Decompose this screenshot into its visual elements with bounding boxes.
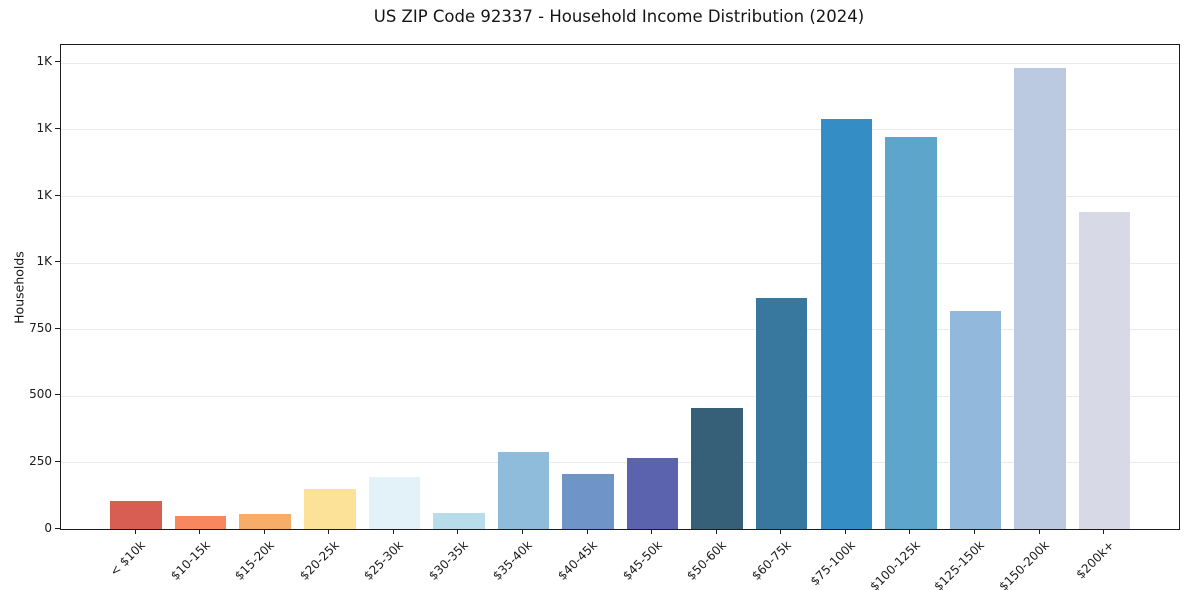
chart-title: US ZIP Code 92337 - Household Income Dis… xyxy=(373,7,865,26)
y-tick-label: 500 xyxy=(29,387,52,402)
x-tick-mark xyxy=(844,529,846,534)
y-tick-label: 0 xyxy=(44,520,52,535)
gridline xyxy=(61,196,1179,197)
y-tick-mark xyxy=(55,261,60,263)
x-tick-mark xyxy=(715,529,717,534)
y-tick-mark xyxy=(55,394,60,396)
x-tick-mark xyxy=(199,529,201,534)
x-tick-label: $60-75k xyxy=(748,538,794,583)
gridline xyxy=(61,329,1179,331)
bar-100-125k xyxy=(885,137,937,529)
gridline xyxy=(61,129,1179,131)
x-tick-label: $15-20k xyxy=(232,538,277,583)
y-tick-mark xyxy=(55,527,60,529)
x-tick-mark xyxy=(586,529,588,534)
x-tick-mark xyxy=(134,529,136,534)
x-tick-mark xyxy=(909,529,911,534)
y-tick-mark xyxy=(55,194,60,196)
bar-35-40k xyxy=(497,452,550,529)
gridline xyxy=(61,62,1179,64)
x-tick-label: $50-60k xyxy=(684,538,729,583)
x-tick-mark xyxy=(973,529,976,534)
x-tick-label: < $10k xyxy=(107,538,148,579)
y-tick-mark xyxy=(55,327,60,329)
bar-50-60k xyxy=(691,407,743,529)
x-tick-label: $200k+ xyxy=(1072,538,1117,582)
x-tick-mark xyxy=(328,529,330,534)
bar-10k xyxy=(110,501,162,529)
x-tick-mark xyxy=(457,529,459,534)
x-tick-label: $25-30k xyxy=(361,538,407,583)
y-tick-label: 1K xyxy=(36,187,52,202)
y-tick-mark xyxy=(55,127,60,130)
gridline xyxy=(61,395,1179,397)
y-tick-label: 1K xyxy=(36,254,52,269)
x-tick-label: $100-125k xyxy=(867,538,923,590)
bar-10-15k xyxy=(174,515,227,529)
x-tick-mark xyxy=(651,529,653,534)
bar-20-25k xyxy=(304,489,356,529)
bar-25-30k xyxy=(368,476,420,529)
x-tick-mark xyxy=(392,529,394,534)
gridline xyxy=(61,462,1179,464)
y-tick-mark xyxy=(55,61,60,63)
y-tick-label: 1K xyxy=(36,120,52,135)
x-tick-mark xyxy=(1103,529,1105,534)
y-tick-label: 1K xyxy=(36,54,52,69)
x-tick-mark xyxy=(1038,529,1040,534)
x-tick-label: $125-150k xyxy=(931,538,988,590)
x-tick-label: $40-45k xyxy=(555,538,600,583)
bar-60-75k xyxy=(755,298,808,529)
x-tick-label: $150-200k xyxy=(996,538,1052,590)
bar-75-100k xyxy=(820,118,872,529)
x-tick-label: $35-40k xyxy=(490,538,536,583)
bar-125-150k xyxy=(949,310,1002,529)
x-tick-label: $45-50k xyxy=(619,538,665,583)
y-tick-label: 750 xyxy=(29,320,52,335)
x-tick-label: $75-100k xyxy=(807,538,859,589)
plot-area xyxy=(60,44,1180,530)
x-tick-label: $10-15k xyxy=(167,538,213,583)
x-tick-mark xyxy=(780,529,782,534)
bar-200k xyxy=(1078,212,1131,529)
x-tick-mark xyxy=(521,529,524,534)
x-tick-label: $30-35k xyxy=(425,538,471,583)
x-tick-mark xyxy=(263,529,265,534)
y-tick-mark xyxy=(55,460,60,463)
bar-30-35k xyxy=(433,512,485,529)
gridline xyxy=(61,262,1179,264)
x-tick-label: $20-25k xyxy=(296,538,342,583)
bar-15-20k xyxy=(239,514,291,529)
bar-40-45k xyxy=(562,473,614,529)
bar-150-200k xyxy=(1014,68,1066,529)
y-tick-label: 250 xyxy=(29,453,52,468)
bar-45-50k xyxy=(626,457,679,529)
